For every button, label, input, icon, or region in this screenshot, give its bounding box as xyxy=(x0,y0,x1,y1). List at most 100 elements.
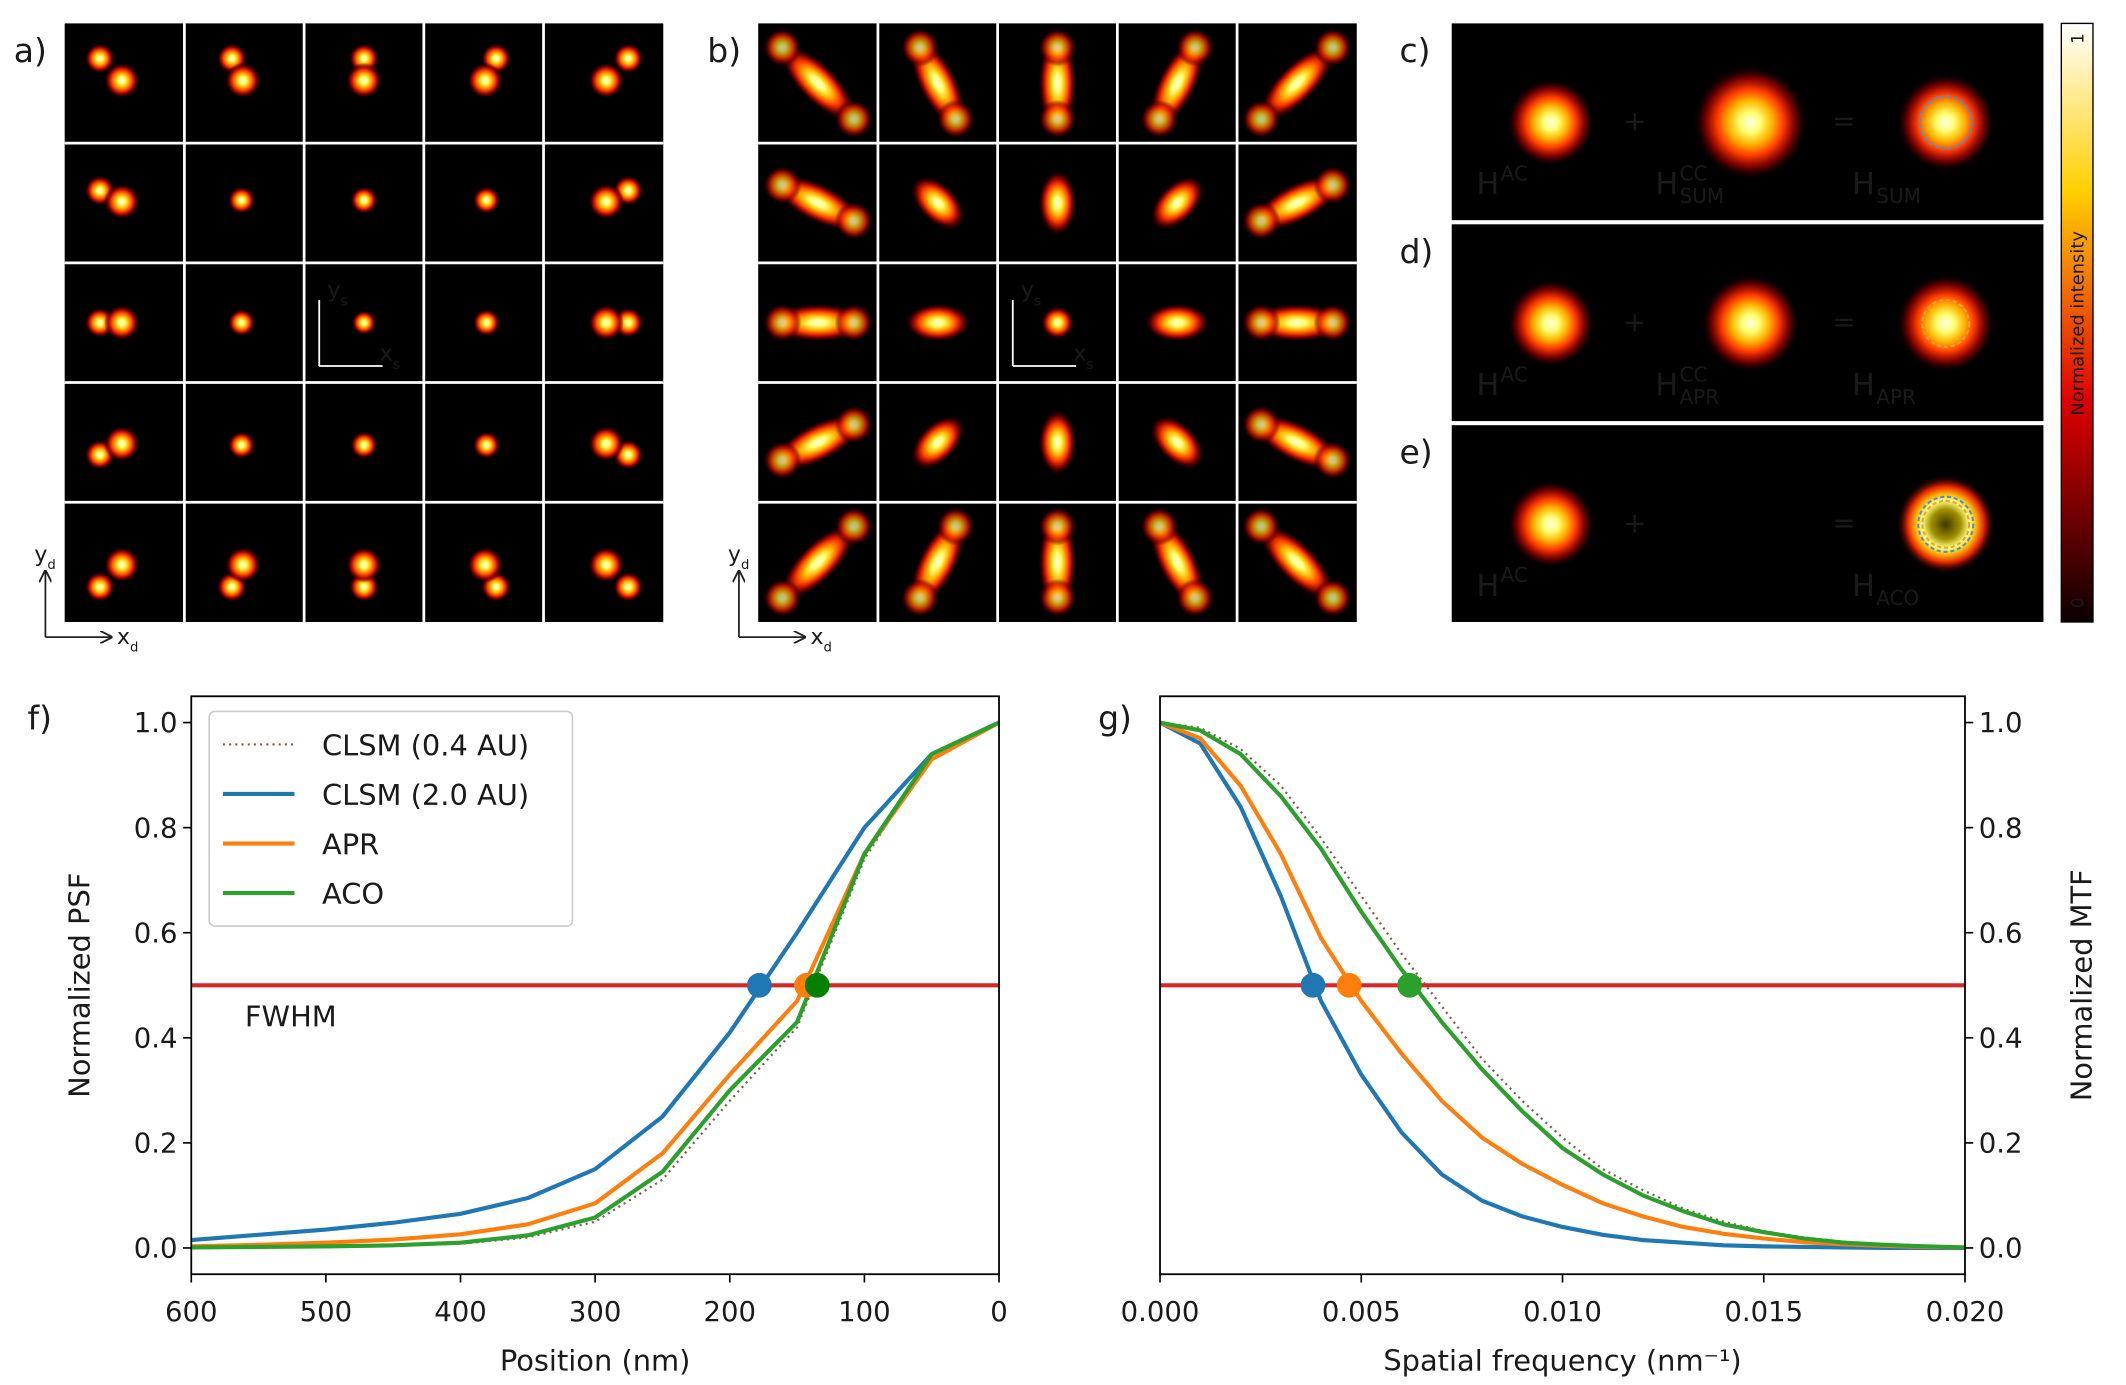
term-sub: SUM xyxy=(1876,184,1921,208)
x-axis-label: Position (nm) xyxy=(500,1344,691,1378)
psf-spot xyxy=(467,62,503,99)
psf-cell xyxy=(1241,165,1352,241)
y-tick-label: 0.6 xyxy=(1979,917,2023,949)
psf-spot xyxy=(1038,99,1077,139)
axis-symbol: y xyxy=(34,542,47,567)
psf-spot xyxy=(1144,303,1211,342)
psf-spot xyxy=(1038,409,1077,476)
x-tick-label: 100 xyxy=(838,1296,891,1328)
x-tick-label: 600 xyxy=(165,1296,218,1328)
psf-cell xyxy=(910,415,965,470)
term-sup: CC xyxy=(1680,362,1708,386)
psf-cell xyxy=(763,165,874,241)
psf-spot xyxy=(834,99,874,139)
psf-cell xyxy=(763,507,874,618)
psf-spot xyxy=(1241,303,1281,342)
x-tick-label: 500 xyxy=(300,1296,353,1328)
psf-spot xyxy=(346,546,382,583)
psf-spot xyxy=(763,441,802,480)
psf-spot xyxy=(1140,507,1179,546)
psf-cell xyxy=(588,304,644,341)
fwhm-circle xyxy=(1921,499,1971,549)
panel-label: g) xyxy=(1098,698,1132,737)
series-line xyxy=(1159,720,1966,1251)
term-base: H xyxy=(1655,167,1678,202)
plot-frame xyxy=(1159,695,1966,1276)
psf-spot xyxy=(350,186,378,214)
charts: f) 600 500 400 300 200 100 0 0.0 0.2 0.4 0.6 0.8 1.0 P… xyxy=(28,695,2099,1378)
psf-spot xyxy=(224,62,261,99)
psf-spot xyxy=(1241,405,1281,444)
equals-sign: = xyxy=(1832,307,1855,339)
psf-cell xyxy=(84,43,140,99)
psf-spot xyxy=(103,183,140,220)
term-sub: APR xyxy=(1876,385,1916,409)
psf-cell xyxy=(1150,415,1205,470)
psf-cell xyxy=(910,175,965,231)
axis-symbol: x xyxy=(1073,342,1086,367)
plot-frame xyxy=(190,695,1000,1276)
axis-symbol: y xyxy=(728,542,741,567)
term-base: H xyxy=(1852,167,1875,202)
psf-spot xyxy=(763,578,802,618)
panel-label: e) xyxy=(1399,433,1432,472)
series-line xyxy=(1159,720,1966,1250)
term-base: H xyxy=(1655,368,1678,403)
psf-cell xyxy=(467,43,512,99)
psf-spot xyxy=(834,405,874,444)
psf-spot xyxy=(1692,64,1809,181)
half-max-marker xyxy=(1300,972,1326,998)
psf-spot xyxy=(1896,72,1996,173)
psf-cell xyxy=(1038,409,1077,476)
legend-label: CLSM (2.0 AU) xyxy=(322,778,529,812)
panel-label: d) xyxy=(1399,232,1433,271)
colorbar-min: 0 xyxy=(2068,597,2087,608)
axis-symbol-sub: s xyxy=(1034,293,1041,309)
psf-spot xyxy=(103,425,140,462)
psf-cell xyxy=(1038,507,1077,618)
psf-cell xyxy=(84,425,140,470)
y-tick-label: 0.2 xyxy=(134,1128,178,1160)
psf-cell xyxy=(227,431,256,459)
x-tick-label: 400 xyxy=(434,1296,487,1328)
psf-spot xyxy=(1038,507,1077,546)
psf-spot xyxy=(346,62,382,99)
psf-cell xyxy=(346,43,382,99)
psf-cell xyxy=(1038,169,1077,236)
psf-spot xyxy=(763,28,802,67)
colorbar-max: 1 xyxy=(2068,33,2087,44)
psf-spot xyxy=(84,571,115,603)
panel-label: b) xyxy=(707,31,741,70)
psf-spot xyxy=(588,62,625,99)
psf-cell xyxy=(763,405,874,480)
psf-spot xyxy=(1313,578,1352,618)
psf-cell xyxy=(1140,28,1215,139)
term-sub: SUM xyxy=(1680,184,1725,208)
axis-symbol-sub: d xyxy=(741,558,749,573)
psf-spot xyxy=(1038,578,1077,618)
psf-cell xyxy=(1241,405,1352,480)
y-tick-label: 0.0 xyxy=(134,1233,178,1265)
psf-spot xyxy=(613,43,644,74)
term-sup: AC xyxy=(1501,563,1528,587)
chart: f) 600 500 400 300 200 100 0 0.0 0.2 0.4 0.6 0.8 1.0 P… xyxy=(28,695,1008,1378)
psf-cell xyxy=(84,304,140,341)
term-base: H xyxy=(1852,569,1875,604)
psf-spot xyxy=(1259,524,1335,600)
psf-spot xyxy=(900,578,940,618)
psf-spot xyxy=(472,308,501,337)
psf-cell xyxy=(763,303,874,342)
psf-cell xyxy=(467,546,512,603)
psf-spot xyxy=(1313,303,1352,342)
term-sup: AC xyxy=(1501,362,1528,386)
panel-label: f) xyxy=(28,698,53,737)
y-tick-label: 0.4 xyxy=(134,1022,178,1054)
psf-spot xyxy=(1150,175,1205,231)
psf-spot xyxy=(588,183,625,220)
axis-symbol: y xyxy=(1021,278,1034,303)
psf-cell xyxy=(588,425,644,470)
half-max-marker xyxy=(746,972,772,998)
psf-spot xyxy=(834,201,874,241)
psf-spot xyxy=(588,425,625,462)
psf-cell xyxy=(1038,28,1077,139)
